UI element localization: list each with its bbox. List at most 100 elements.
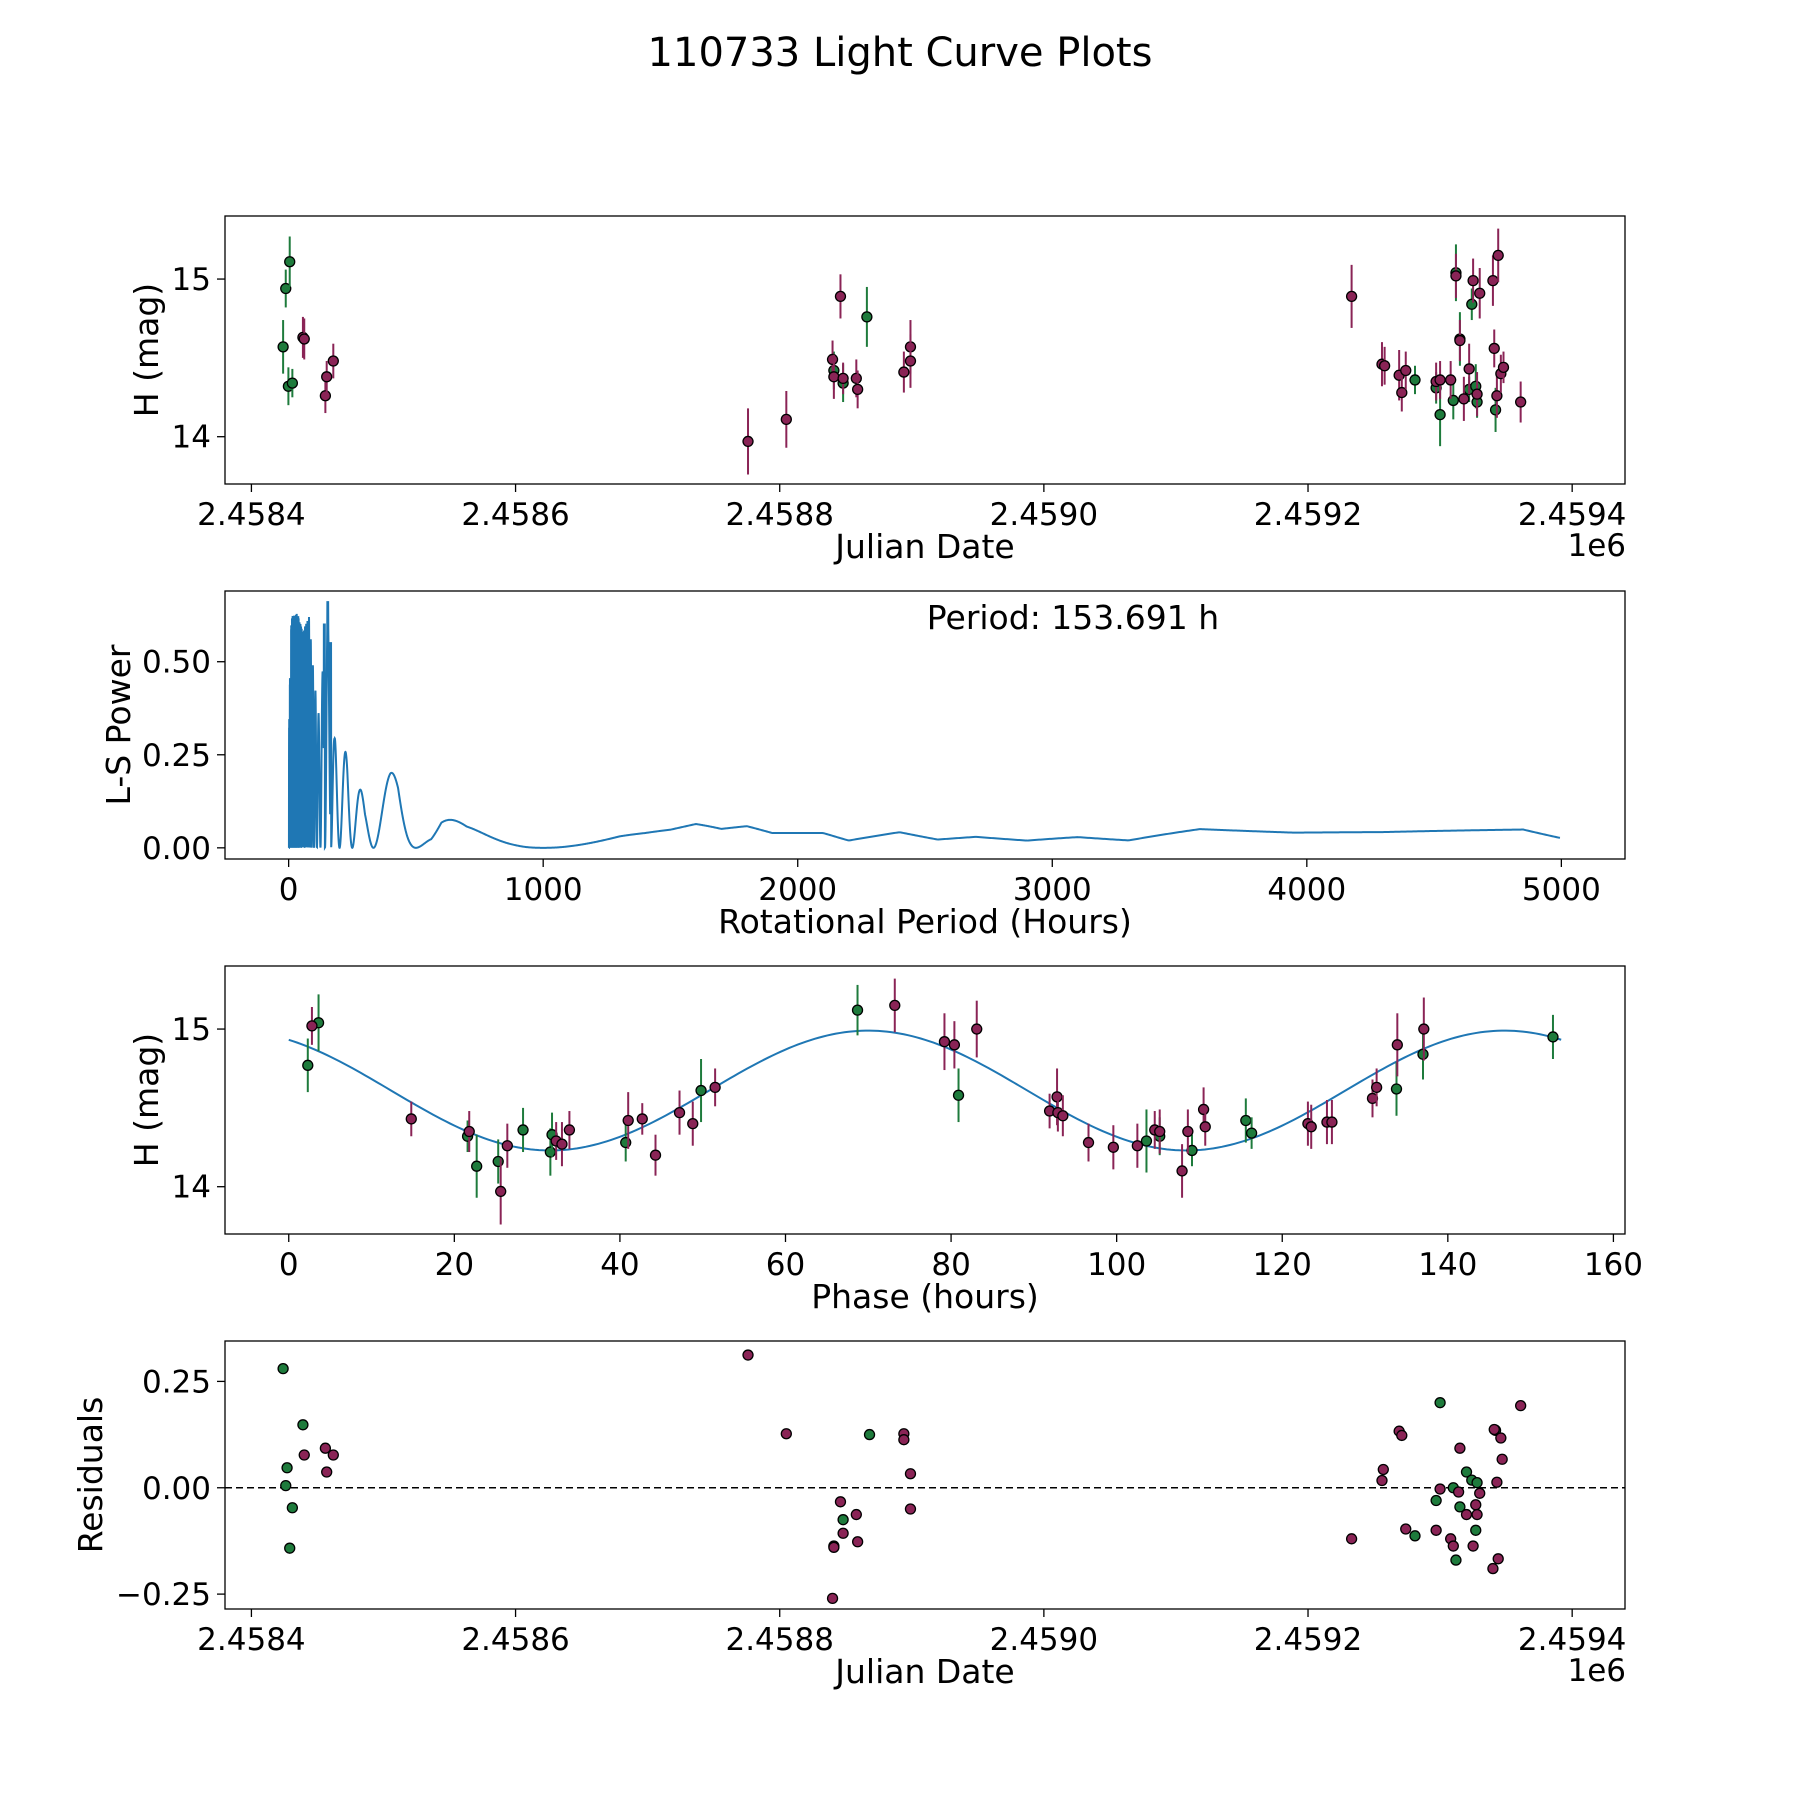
x-tick-label: 0	[279, 872, 299, 908]
purple-data-point	[904, 1503, 917, 1515]
residuals-ylabel: Residuals	[71, 1397, 110, 1554]
purple-data-point	[1400, 1523, 1412, 1535]
purple-data-point	[622, 1114, 634, 1127]
purple-data-point	[327, 1449, 339, 1461]
residuals-xlabel: Julian Date	[833, 1652, 1015, 1691]
purple-data-point	[501, 1140, 513, 1152]
light-curve-ticks: 2.4584 2.4586 2.4588 2.4590 2.4592 2.4594 14 15	[172, 262, 1627, 533]
green-data-point	[1434, 408, 1446, 421]
purple-data-point	[1471, 388, 1483, 400]
purple-data-point	[780, 1428, 792, 1440]
green-data-point	[1450, 1554, 1462, 1566]
purple-data-point	[673, 1106, 686, 1119]
purple-data-point	[837, 372, 849, 385]
purple-data-point	[1495, 1432, 1507, 1444]
residuals-points	[225, 1349, 1625, 1605]
green-data-point	[1390, 1083, 1403, 1095]
light-curve-ylabel: H (mag)	[127, 283, 166, 417]
green-data-point	[952, 1089, 965, 1101]
purple-data-point	[971, 1023, 983, 1035]
purple-data-point	[850, 372, 862, 385]
purple-data-point	[826, 353, 839, 366]
purple-data-point	[834, 290, 847, 303]
green-data-point	[861, 311, 873, 323]
green-data-point	[544, 1146, 557, 1158]
purple-data-point	[1471, 1508, 1483, 1521]
purple-data-point	[1345, 1533, 1358, 1545]
y-tick-label: 14	[172, 1170, 211, 1206]
purple-data-point	[636, 1113, 648, 1125]
x-tick-label: 2.4592	[1254, 1622, 1362, 1658]
green-data-point	[1434, 1397, 1446, 1409]
purple-data-point	[851, 1536, 864, 1548]
green-data-point	[280, 282, 292, 295]
purple-data-point	[1396, 386, 1408, 399]
green-data-point	[695, 1084, 707, 1097]
y-tick-label: −0.25	[116, 1577, 211, 1613]
green-data-point	[837, 1514, 849, 1526]
x-tick-label: 120	[1253, 1247, 1312, 1283]
y-tick-label: 15	[172, 1012, 211, 1048]
purple-data-point	[319, 1442, 332, 1454]
period-annotation: Period: 153.691 h	[927, 598, 1219, 637]
purple-data-point	[948, 1039, 961, 1051]
light-curve-xlabel: Julian Date	[833, 527, 1015, 566]
purple-data-point	[298, 1449, 310, 1461]
purple-data-point	[1154, 1125, 1166, 1138]
figure-title: 110733 Light Curve Plots	[648, 30, 1153, 76]
light-curve-panel: 2.4584 2.4586 2.4588 2.4590 2.4592 2.4594 14 15…	[127, 215, 1627, 566]
purple-data-point	[904, 355, 917, 367]
green-data-point	[1409, 1530, 1421, 1542]
purple-data-point	[1107, 1141, 1120, 1153]
green-data-point	[1460, 1466, 1473, 1478]
light-curve-plot-area	[224, 215, 1626, 485]
x-tick-label: 0	[279, 1247, 299, 1283]
x-tick-label: 80	[931, 1247, 970, 1283]
purple-data-point	[1182, 1125, 1194, 1138]
purple-data-point	[298, 333, 310, 345]
x-tick-label: 100	[1087, 1247, 1146, 1283]
purple-data-point	[1377, 1463, 1389, 1476]
residuals-plot-area	[224, 1340, 1626, 1610]
purple-data-point	[1326, 1116, 1338, 1128]
purple-data-point	[1082, 1136, 1095, 1149]
green-data-point	[1240, 1114, 1252, 1127]
green-data-point	[471, 1160, 483, 1172]
purple-data-point	[1197, 1103, 1210, 1116]
x-tick-label: 2.4588	[725, 497, 833, 533]
purple-data-point	[850, 1508, 862, 1521]
purple-data-point	[1488, 1423, 1500, 1436]
y-tick-label: 0.00	[142, 1471, 211, 1507]
green-data-point	[277, 1363, 289, 1375]
light-curve-points	[277, 228, 1527, 475]
x-tick-label: 2.4586	[461, 497, 569, 533]
purple-data-point	[1470, 1499, 1482, 1511]
ls-power-line	[287, 601, 1561, 852]
periodogram-panel: 0 1000 2000 3000 4000 5000 0.00 0.25 0.50 Period…	[99, 590, 1626, 941]
green-data-point	[1140, 1135, 1153, 1147]
purple-data-point	[563, 1124, 576, 1136]
purple-data-point	[1418, 1023, 1430, 1035]
x-tick-label: 160	[1584, 1247, 1643, 1283]
purple-data-point	[938, 1036, 951, 1048]
purple-data-point	[1491, 1476, 1503, 1488]
green-data-point	[1489, 404, 1502, 416]
x-tick-label: 2.4592	[1254, 497, 1362, 533]
purple-data-point	[1488, 342, 1500, 355]
x-tick-label: 40	[600, 1247, 639, 1283]
purple-data-point	[1467, 1540, 1479, 1552]
x-tick-label: 2.4590	[990, 497, 1098, 533]
purple-data-point	[463, 1125, 475, 1138]
purple-data-point	[405, 1113, 417, 1125]
green-data-point	[1547, 1031, 1559, 1043]
green-data-point	[284, 256, 296, 268]
green-data-point	[620, 1136, 632, 1149]
purple-data-point	[1467, 274, 1479, 287]
green-data-point	[280, 1479, 292, 1492]
x-tick-label: 20	[435, 1247, 474, 1283]
purple-data-point	[1305, 1121, 1317, 1133]
residuals-x-offset: 1e6	[1567, 1653, 1626, 1689]
purple-data-point	[1474, 1487, 1486, 1499]
periodogram-xlabel: Rotational Period (Hours)	[718, 902, 1132, 941]
